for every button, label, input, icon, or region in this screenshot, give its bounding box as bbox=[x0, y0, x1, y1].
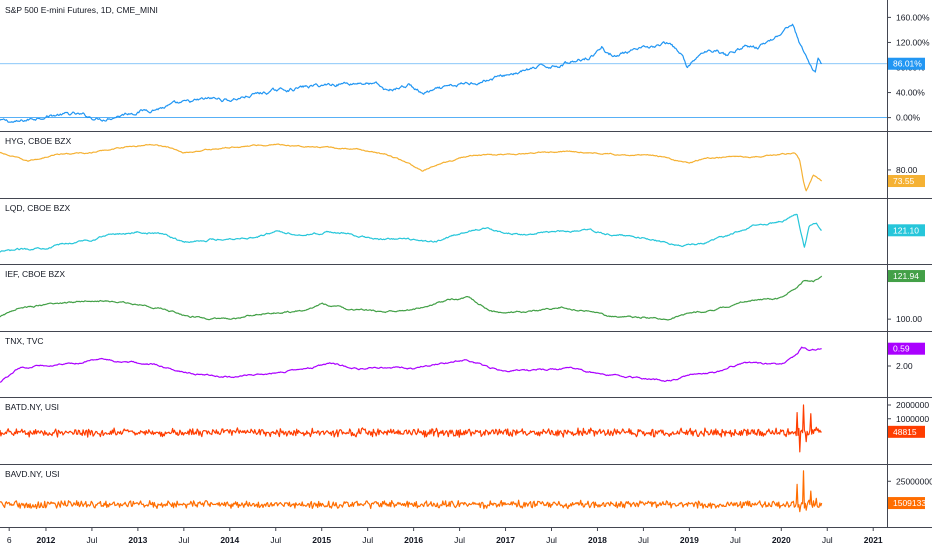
last-value-label: 0.59 bbox=[893, 344, 910, 354]
last-value-label: 48815 bbox=[893, 427, 917, 437]
x-tick-label: 2012 bbox=[36, 535, 55, 545]
x-tick-label: Jul bbox=[638, 535, 649, 545]
x-tick-label: 2021 bbox=[864, 535, 883, 545]
x-tick-label: Jul bbox=[86, 535, 97, 545]
x-tick-label: 2020 bbox=[772, 535, 791, 545]
last-value-label: 15091339 bbox=[893, 498, 931, 508]
pane-3: IEF, CBOE BZX 100.00 121.94 bbox=[0, 264, 932, 324]
y-tick-label: 250000000 bbox=[896, 476, 932, 486]
pane-title: LQD, CBOE BZX bbox=[5, 203, 71, 213]
pane-4: TNX, TVC 2.00 0.59 bbox=[0, 331, 932, 383]
x-tick-label: 2019 bbox=[680, 535, 699, 545]
series-line bbox=[0, 470, 823, 513]
last-value-badge bbox=[888, 57, 925, 70]
x-tick-label: 2015 bbox=[312, 535, 331, 545]
last-value-badge bbox=[888, 425, 925, 438]
series-line bbox=[0, 346, 822, 383]
pane-title: S&P 500 E-mini Futures, 1D, CME_MINI bbox=[5, 5, 158, 15]
x-tick-label: 2016 bbox=[404, 535, 423, 545]
last-value-badge bbox=[888, 497, 925, 510]
x-tick-label: Jul bbox=[270, 535, 281, 545]
series-line bbox=[0, 213, 822, 253]
x-tick-label: Jul bbox=[454, 535, 465, 545]
last-value-badge bbox=[888, 270, 925, 283]
y-tick-label: 100.00 bbox=[896, 314, 922, 324]
last-value-badge bbox=[888, 342, 925, 355]
pane-5: BATD.NY, USI 1000000 2000000 48815 bbox=[0, 397, 932, 453]
y-tick-label: 0.00% bbox=[896, 113, 921, 123]
x-tick-label: Jul bbox=[730, 535, 741, 545]
last-value-label: 73.55 bbox=[893, 176, 915, 186]
pane-title: BATD.NY, USI bbox=[5, 402, 59, 412]
last-value-label: 121.94 bbox=[893, 271, 919, 281]
x-tick-label: 2013 bbox=[128, 535, 147, 545]
last-value-label: 86.01% bbox=[893, 59, 922, 69]
x-tick-label: Jul bbox=[362, 535, 373, 545]
x-tick-label: 2014 bbox=[220, 535, 239, 545]
pane-title: HYG, CBOE BZX bbox=[5, 136, 71, 146]
y-tick-label: 2.00 bbox=[896, 361, 913, 371]
y-tick-label: 2000000 bbox=[896, 400, 929, 410]
y-tick-label: 160.00% bbox=[896, 12, 930, 22]
series-line bbox=[0, 404, 822, 453]
x-tick-label: Jul bbox=[178, 535, 189, 545]
last-value-label: 121.10 bbox=[893, 225, 919, 235]
y-tick-label: 80.00 bbox=[896, 165, 918, 175]
y-tick-label: 1000000 bbox=[896, 414, 929, 424]
pane-title: IEF, CBOE BZX bbox=[5, 269, 65, 279]
last-value-badge bbox=[888, 175, 925, 188]
y-tick-label: 120.00% bbox=[896, 37, 930, 47]
x-tick-label: 2018 bbox=[588, 535, 607, 545]
last-value-badge bbox=[888, 224, 925, 237]
x-tick-label: Jul bbox=[822, 535, 833, 545]
series-line bbox=[0, 143, 823, 192]
pane-6: BAVD.NY, USI 250000000 15091339 bbox=[0, 464, 932, 513]
series-line bbox=[0, 23, 823, 123]
pane-2: LQD, CBOE BZX 121.10 bbox=[0, 198, 932, 253]
pane-0: S&P 500 E-mini Futures, 1D, CME_MINI 0.00… bbox=[0, 5, 930, 123]
x-tick-label: 2017 bbox=[496, 535, 515, 545]
series-line bbox=[0, 275, 823, 321]
x-tick-label: 6 bbox=[7, 535, 12, 545]
x-tick-label: Jul bbox=[546, 535, 557, 545]
pane-title: BAVD.NY, USI bbox=[5, 469, 59, 479]
y-tick-label: 40.00% bbox=[896, 88, 925, 98]
pane-title: TNX, TVC bbox=[5, 336, 44, 346]
